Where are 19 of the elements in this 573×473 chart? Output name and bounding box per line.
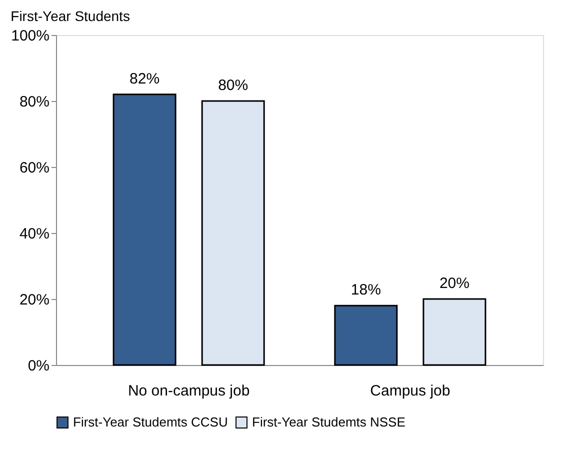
- bar: [201, 100, 265, 366]
- chart-title: First-Year Students: [10, 8, 130, 24]
- data-label: 18%: [350, 282, 381, 299]
- data-label: 80%: [218, 77, 248, 94]
- y-tick-label: 100%: [11, 28, 50, 44]
- x-tick-label: Campus job: [370, 382, 450, 400]
- y-tick-label: 0%: [28, 358, 50, 374]
- y-tick-label: 20%: [19, 292, 50, 308]
- data-label: 82%: [130, 70, 160, 88]
- x-tick-label: No on-campus job: [128, 382, 250, 400]
- bar: [334, 304, 398, 366]
- y-tick-label: 60%: [19, 160, 50, 176]
- bar: [112, 94, 176, 366]
- data-label: 20%: [439, 275, 470, 292]
- legend-label: First-Year Studemts NSSE: [252, 414, 406, 430]
- y-tick-label: 40%: [19, 226, 50, 242]
- bar: [422, 298, 486, 366]
- legend-label: First-Year Studemts CCSU: [73, 414, 228, 430]
- y-tick-label: 80%: [19, 94, 50, 110]
